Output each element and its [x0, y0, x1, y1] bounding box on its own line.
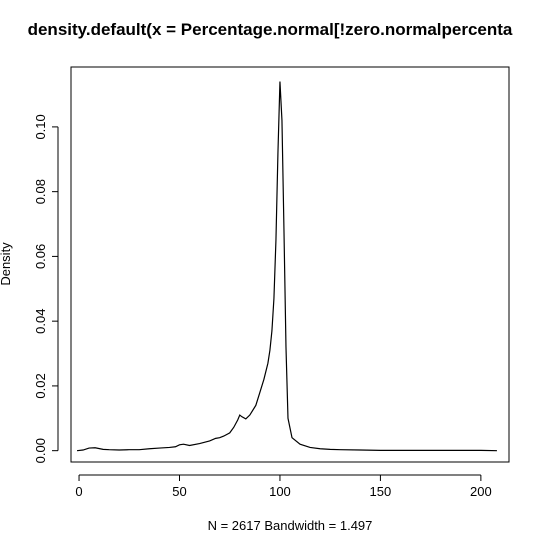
y-tick-label: 0.08 [33, 179, 48, 204]
x-tick-label: 50 [172, 484, 186, 499]
density-curve [76, 81, 497, 452]
y-axis: 0.00 0.02 0.04 0.06 0.08 0.10 [33, 114, 59, 463]
x-tick-label: 100 [269, 484, 291, 499]
y-tick-label: 0.00 [33, 438, 48, 463]
x-tick-label: 0 [75, 484, 82, 499]
plot-frame [70, 66, 510, 463]
x-axis-label: N = 2617 Bandwidth = 1.497 [208, 518, 373, 533]
y-tick-label: 0.06 [33, 244, 48, 269]
chart-title: density.default(x = Percentage.normal[!z… [28, 20, 513, 39]
x-tick-label: 200 [470, 484, 492, 499]
x-tick-label: 150 [370, 484, 392, 499]
y-tick-label: 0.10 [33, 114, 48, 139]
series-layer [76, 81, 497, 452]
y-axis-label: Density [0, 242, 13, 286]
x-axis: 0 50 100 150 200 [75, 474, 492, 499]
y-tick-label: 0.04 [33, 309, 48, 334]
y-tick-label: 0.02 [33, 373, 48, 398]
